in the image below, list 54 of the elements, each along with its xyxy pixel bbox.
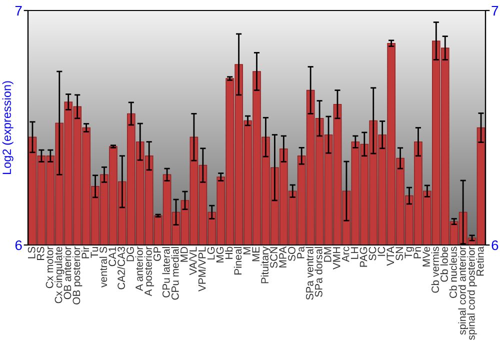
y2-tick-label: 7: [492, 6, 498, 16]
x-tick-label: VA/VL: [189, 246, 197, 276]
x-tick-label: Cb nucleus: [449, 246, 457, 298]
x-tick-label: Hb: [224, 246, 233, 259]
x-tick-label: ME: [252, 246, 260, 262]
x-tick-label: MD: [180, 246, 188, 262]
x-tick-label: SPa ventral: [306, 247, 314, 300]
x-tick-label: Tg: [404, 247, 414, 258]
y-axis-title: Log2 (expression): [2, 81, 14, 174]
x-tick-label: CA1: [108, 246, 116, 266]
x-tick-label: VPM/VPL: [198, 246, 206, 292]
x-tick-label: GP: [153, 246, 161, 261]
x-tick-label: Cx motor: [46, 246, 54, 288]
x-tick-label: MG: [216, 247, 224, 262]
x-tick-label: Retina: [476, 246, 484, 276]
x-tick-label: SPa dorsal: [314, 247, 322, 297]
x-tick-label: MPA: [279, 246, 286, 268]
x-tick-label: CPu lateral: [162, 247, 170, 298]
x-tick-label: ventral S: [99, 246, 108, 288]
x-tick-label: A anterior: [135, 246, 143, 291]
x-tick-label: OB anterior: [64, 246, 72, 300]
x-tick-label: VTA: [386, 246, 394, 266]
x-tick-label: Pa: [297, 246, 304, 258]
x-tick-label: DG: [126, 247, 134, 262]
y2-tick-label: 6: [492, 240, 498, 250]
x-tick-label: MVe: [422, 246, 430, 266]
x-tick-label: Cx cingulate: [54, 246, 64, 304]
x-tick-label: SO: [288, 246, 296, 261]
x-tick-label: DM: [324, 247, 332, 262]
x-tick-label: VMH: [333, 247, 340, 270]
x-tick-label: CA2/CA3: [117, 246, 125, 290]
x-tick-label: PAG: [360, 247, 368, 267]
x-tick-label: Arc: [342, 246, 350, 262]
x-tick-label: SN: [396, 247, 404, 260]
x-tick-label: LH: [350, 247, 358, 259]
x-tick-label: M: [243, 247, 250, 254]
x-tick-label: Pn: [414, 247, 421, 258]
x-tick-label: Pineal: [234, 247, 242, 274]
x-tick-label: RS: [36, 246, 44, 260]
x-tick-label: OB posterior: [72, 246, 82, 304]
x-tick-label: A posterior: [144, 246, 154, 296]
x-tick-label: LG: [207, 247, 215, 260]
x-tick-label: LS: [28, 246, 36, 258]
x-tick-label: Cb lobe: [440, 246, 448, 282]
x-tick-label: Cb vermis: [431, 246, 439, 293]
x-tick-label: Pir: [81, 246, 90, 258]
x-tick-label: IC: [378, 246, 386, 256]
x-tick-label: SC: [368, 246, 376, 260]
x-tick-label: SCN: [270, 247, 278, 268]
x-tick-label: spinal cord posterior: [467, 246, 477, 340]
x-tick-label: CPu medial: [171, 247, 179, 300]
x-tick-label: Tu: [90, 247, 98, 258]
x-tick-label: Pituitary: [260, 246, 271, 284]
x-tick-label: spinal cord anterior: [458, 246, 468, 335]
